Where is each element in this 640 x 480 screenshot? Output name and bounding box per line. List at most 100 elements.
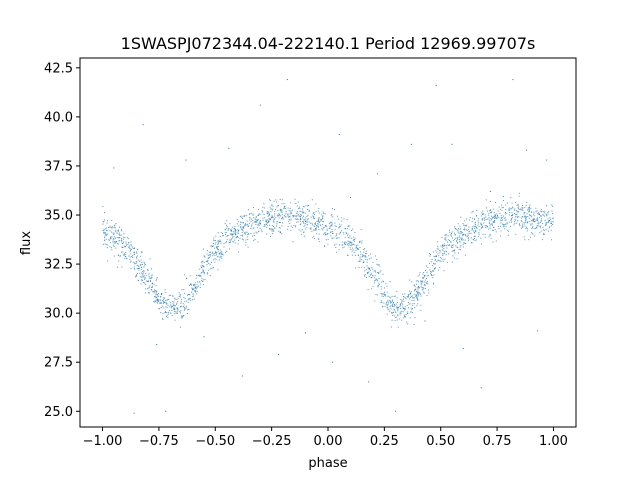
data-point: [259, 227, 261, 229]
data-point: [193, 287, 195, 289]
data-point: [539, 222, 541, 224]
x-axis-label: phase: [308, 456, 347, 471]
data-point: [270, 236, 272, 238]
data-point: [403, 314, 405, 316]
data-point: [518, 195, 520, 197]
data-point: [291, 226, 293, 228]
data-point: [226, 241, 227, 243]
data-point: [167, 317, 169, 319]
data-point: [396, 307, 398, 309]
data-point: [525, 221, 527, 223]
data-point: [113, 242, 115, 244]
data-point: [214, 258, 216, 260]
data-point: [176, 312, 178, 314]
data-point: [142, 273, 144, 275]
data-point: [225, 251, 227, 253]
data-point: [474, 226, 476, 228]
data-point: [322, 211, 324, 213]
data-point: [434, 259, 436, 261]
data-point: [172, 294, 174, 296]
data-point: [386, 313, 388, 315]
data-point: [391, 312, 393, 314]
data-point: [378, 284, 380, 286]
data-point: [249, 217, 251, 219]
data-point: [492, 241, 494, 243]
data-point: [226, 220, 228, 222]
data-point: [203, 273, 205, 275]
data-point: [160, 307, 162, 309]
data-point: [486, 218, 488, 220]
data-point: [306, 220, 308, 222]
data-point: [313, 235, 315, 237]
data-point: [219, 253, 221, 255]
data-point: [391, 304, 393, 306]
data-point: [406, 321, 408, 323]
data-point: [480, 222, 482, 224]
data-point: [247, 238, 249, 240]
data-point: [457, 229, 459, 231]
data-point: [322, 216, 324, 218]
data-point: [121, 251, 123, 253]
data-point: [244, 233, 246, 235]
data-point: [514, 216, 516, 218]
data-point: [247, 246, 249, 248]
data-point: [459, 235, 461, 237]
data-point: [374, 274, 376, 276]
data-point: [484, 214, 486, 216]
data-point: [234, 228, 236, 230]
data-point: [218, 259, 220, 261]
data-point: [404, 297, 406, 299]
data-point: [179, 311, 181, 313]
data-point: [429, 255, 431, 257]
data-point: [166, 307, 168, 309]
data-point: [364, 270, 366, 272]
data-point: [138, 269, 140, 271]
data-point: [461, 234, 463, 236]
outlier-point: [304, 332, 306, 334]
data-point: [361, 240, 363, 242]
data-point: [268, 220, 270, 222]
data-point: [418, 291, 420, 293]
data-point: [537, 225, 539, 227]
data-point: [267, 210, 269, 212]
data-point: [263, 203, 265, 205]
data-point: [482, 214, 484, 216]
data-point: [459, 233, 461, 235]
data-point: [434, 267, 436, 269]
data-point: [221, 251, 223, 253]
data-point: [113, 226, 115, 228]
data-point: [155, 280, 157, 282]
data-point: [371, 266, 373, 268]
data-point: [106, 222, 108, 224]
data-point: [499, 219, 501, 221]
data-point: [351, 250, 353, 252]
data-point: [136, 257, 138, 259]
data-point: [421, 287, 423, 289]
data-point: [322, 215, 324, 217]
data-point: [139, 272, 141, 274]
data-point: [122, 246, 124, 248]
data-point: [221, 256, 223, 258]
data-point: [444, 238, 446, 240]
data-point: [335, 246, 337, 248]
data-point: [269, 218, 271, 220]
data-point: [432, 264, 434, 266]
data-point: [525, 218, 527, 220]
data-point: [164, 301, 166, 303]
data-point: [154, 301, 156, 303]
data-point: [435, 250, 437, 252]
data-point: [321, 214, 323, 216]
data-point: [200, 265, 202, 267]
data-point: [193, 295, 195, 297]
data-point: [416, 293, 418, 295]
data-point: [380, 286, 382, 288]
data-point: [373, 282, 375, 284]
data-point: [301, 229, 303, 231]
data-point: [392, 301, 394, 303]
data-point: [471, 221, 473, 223]
data-point: [410, 295, 412, 297]
data-point: [228, 242, 230, 244]
data-point: [485, 216, 487, 218]
data-point: [365, 259, 367, 261]
data-point: [130, 245, 132, 247]
